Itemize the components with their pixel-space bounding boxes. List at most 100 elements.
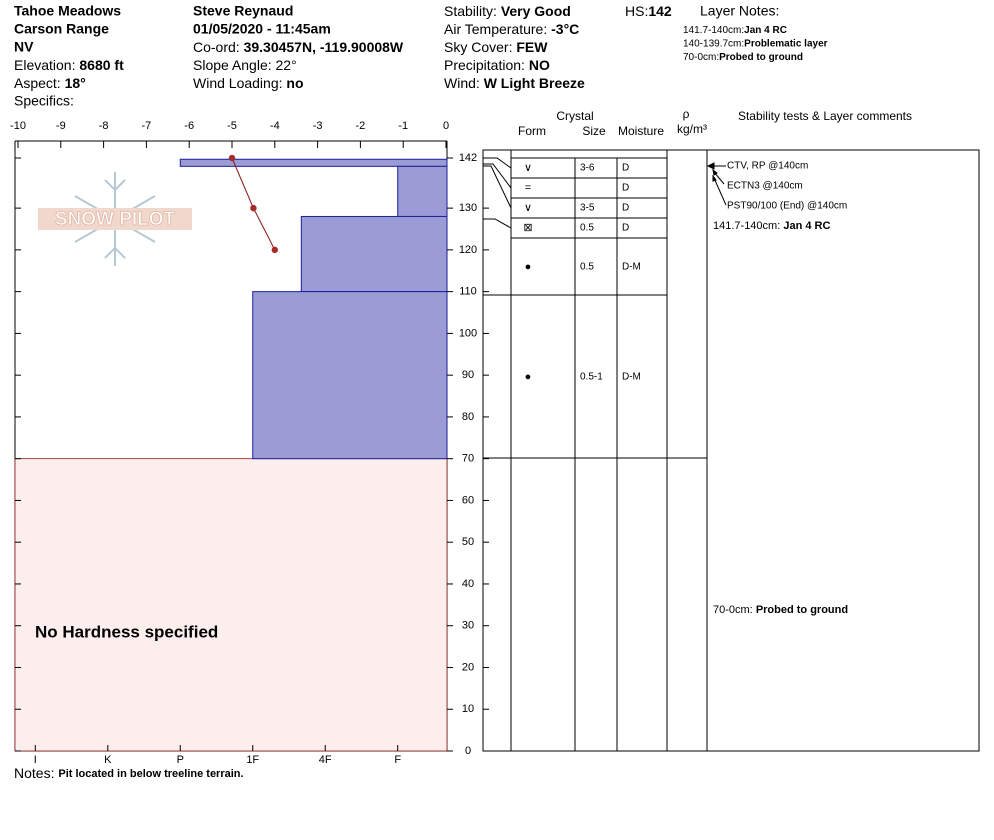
depth-tick-label: 10	[462, 703, 474, 715]
label: Aspect:	[14, 75, 61, 91]
value: W Light Breeze	[484, 75, 585, 91]
temperature-tick-label: -4	[270, 120, 280, 132]
logo-text: SNOW PILOT	[55, 209, 176, 230]
coord: Co-ord: 39.30457N, -119.90008W	[193, 39, 404, 55]
depth-tick-label: 60	[462, 494, 474, 506]
depth-tick-label: 40	[462, 578, 474, 590]
grain-form: ⊠	[523, 222, 532, 234]
comment: Jan 4 RC	[783, 220, 830, 232]
grain-form: ●	[525, 371, 532, 383]
temperature-tick-label: -8	[99, 120, 109, 132]
table-grid	[482, 149, 980, 752]
depth-tick-label: 120	[459, 244, 477, 256]
datetime: 01/05/2020 - 11:45am	[193, 21, 331, 37]
stability: Stability: Very Good	[444, 3, 571, 19]
value: 22°	[276, 57, 297, 73]
value: no	[286, 75, 303, 91]
temperature-tick-label: -10	[10, 120, 26, 132]
specifics: Specifics:	[14, 93, 74, 109]
elevation: Elevation: 8680 ft	[14, 57, 124, 73]
note: Probed to ground	[719, 52, 803, 63]
temperature-tick-label: -2	[356, 120, 366, 132]
value: 8680 ft	[79, 57, 124, 73]
sky: Sky Cover: FEW	[444, 39, 548, 55]
range: 141.7-140cm:	[713, 220, 780, 232]
label: Sky Cover:	[444, 39, 512, 55]
hardness-bar	[300, 215, 448, 293]
value: FEW	[516, 39, 548, 55]
header-rho: ρ	[683, 107, 690, 121]
hardness-tick-label: I	[34, 754, 37, 766]
value: -3°C	[551, 21, 579, 37]
temperature-tick-label: -7	[142, 120, 152, 132]
moisture: D	[622, 223, 629, 234]
depth-tick-label: 0	[465, 745, 471, 757]
grain-form: ∨	[524, 162, 532, 174]
stability-test: ECTN3 @140cm	[727, 181, 803, 192]
range: 70-0cm:	[713, 604, 753, 616]
header-density-unit: kg/m³	[677, 122, 707, 136]
layer-note: 141.7-140cm:Jan 4 RC	[683, 25, 787, 36]
label: Stability:	[444, 3, 497, 19]
moisture: D-M	[622, 262, 641, 273]
depth-tick-label: 130	[459, 202, 477, 214]
hardness-tick-label: 4F	[319, 754, 332, 766]
range: Carson Range	[14, 21, 109, 37]
label: Slope Angle:	[193, 57, 272, 73]
label: Co-ord:	[193, 39, 240, 55]
depth-tick-label: 110	[459, 286, 477, 298]
grain-size: 0.5-1	[580, 372, 603, 383]
value: 18°	[65, 75, 86, 91]
hardness-bar	[179, 158, 448, 167]
wind-loading: Wind Loading: no	[193, 75, 304, 91]
grain-size: 0.5	[580, 223, 594, 234]
value: 39.30457N, -119.90008W	[244, 39, 404, 55]
temperature-tick-label: -3	[313, 120, 323, 132]
hardness-tick-label: F	[394, 754, 401, 766]
value: 142	[648, 3, 672, 19]
temperature-tick-label: -9	[56, 120, 66, 132]
grain-size: 3-6	[580, 163, 595, 174]
label: Air Temperature:	[444, 21, 547, 37]
header-moisture: Moisture	[618, 124, 664, 138]
range: 140-139.7cm:	[683, 38, 744, 49]
value: Pit located in below treeline terrain.	[58, 768, 243, 780]
moisture: D	[622, 163, 629, 174]
notes: Notes: Pit located in below treeline ter…	[14, 765, 244, 781]
layer-comment: 141.7-140cm: Jan 4 RC	[713, 220, 830, 232]
no-hardness-label: No Hardness specified	[35, 622, 218, 641]
hardness-bar	[397, 165, 448, 217]
temperature-tick-label: 0	[443, 120, 449, 132]
layer-comment: 70-0cm: Probed to ground	[713, 604, 848, 616]
logo-band	[38, 208, 192, 230]
hardness-tick-label: P	[177, 754, 184, 766]
plot: No Hardness specified-10 -9 -8 -7 -6 -5 -4 -3 -2…	[10, 120, 489, 766]
grain-size: 3-5	[580, 203, 595, 214]
hs: HS:142	[625, 3, 672, 19]
precip: Precipitation: NO	[444, 57, 550, 73]
layer-note: 70-0cm:Probed to ground	[683, 52, 803, 63]
range: 70-0cm:	[683, 52, 719, 63]
grain-form: ●	[525, 261, 532, 273]
aspect: Aspect: 18°	[14, 75, 86, 91]
comment: Probed to ground	[756, 604, 848, 616]
grain-form: ∨	[524, 202, 532, 214]
temperature-line	[231, 157, 276, 251]
depth-tick-label: 100	[459, 327, 477, 339]
note: Problematic layer	[744, 38, 827, 49]
header-form: Form	[518, 124, 546, 138]
temperature-tick-label: -6	[184, 120, 194, 132]
value: NO	[529, 57, 550, 73]
layer-notes: 141.7-140cm:Jan 4 RC 140-139.7cm:Problema…	[683, 25, 828, 63]
depth-tick-label: 20	[462, 661, 474, 673]
depth-tick-label: 90	[462, 369, 474, 381]
depth-tick-label: 30	[462, 620, 474, 632]
layer-notes-title: Layer Notes:	[700, 3, 779, 19]
label: HS:	[625, 3, 648, 19]
depth-tick-label: 80	[462, 411, 474, 423]
stability-test: CTV, RP @140cm	[727, 161, 808, 172]
label: Notes:	[14, 765, 54, 781]
observer: Steve Reynaud	[193, 3, 293, 19]
table: ∨ 3-6 D = D ∨ 3-5 D ⊠ 0.5 D ● 0.5 D-M ● 0.5-1 D-M CTV, RP…	[523, 161, 848, 616]
